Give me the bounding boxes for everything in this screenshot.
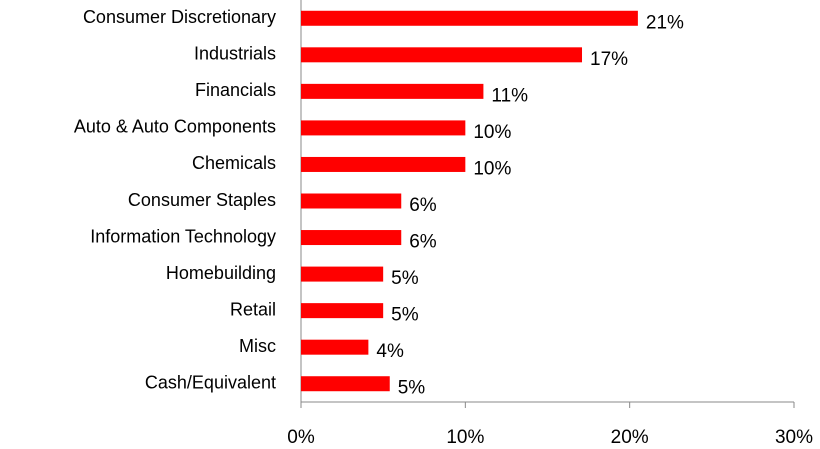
- bar: [301, 376, 390, 392]
- category-label: Consumer Staples: [128, 190, 276, 210]
- category-label: Cash/Equivalent: [145, 372, 276, 392]
- value-label: 5%: [391, 305, 419, 326]
- value-label: 21%: [646, 12, 684, 33]
- x-tick-label: 20%: [611, 427, 649, 448]
- x-tick-label: 0%: [287, 427, 315, 448]
- bar: [301, 156, 466, 172]
- value-label: 6%: [409, 232, 437, 253]
- bar: [301, 47, 583, 63]
- bar: [301, 83, 484, 99]
- value-label: 10%: [473, 158, 511, 179]
- bar: [301, 339, 369, 355]
- bar: [301, 10, 638, 26]
- bar: [301, 120, 466, 136]
- value-label: 10%: [473, 122, 511, 143]
- value-label: 5%: [391, 268, 419, 289]
- value-label: 11%: [491, 85, 528, 106]
- category-label: Chemicals: [192, 153, 276, 173]
- category-label: Financials: [195, 80, 276, 100]
- category-label: Homebuilding: [166, 263, 276, 283]
- x-tick-label: 30%: [775, 427, 813, 448]
- category-label: Misc: [239, 336, 276, 356]
- x-tick-label: 10%: [446, 427, 484, 448]
- category-label: Consumer Discretionary: [83, 7, 276, 27]
- bar: [301, 303, 384, 319]
- value-label: 6%: [409, 195, 437, 216]
- bar: [301, 266, 384, 282]
- category-label: Information Technology: [90, 226, 276, 246]
- bar: [301, 193, 402, 209]
- value-label: 4%: [376, 341, 404, 362]
- value-label: 17%: [590, 49, 628, 70]
- bar: [301, 230, 402, 246]
- category-label: Retail: [230, 299, 276, 319]
- value-label: 5%: [398, 378, 426, 399]
- category-label: Auto & Auto Components: [74, 117, 276, 137]
- category-label: Industrials: [194, 44, 276, 64]
